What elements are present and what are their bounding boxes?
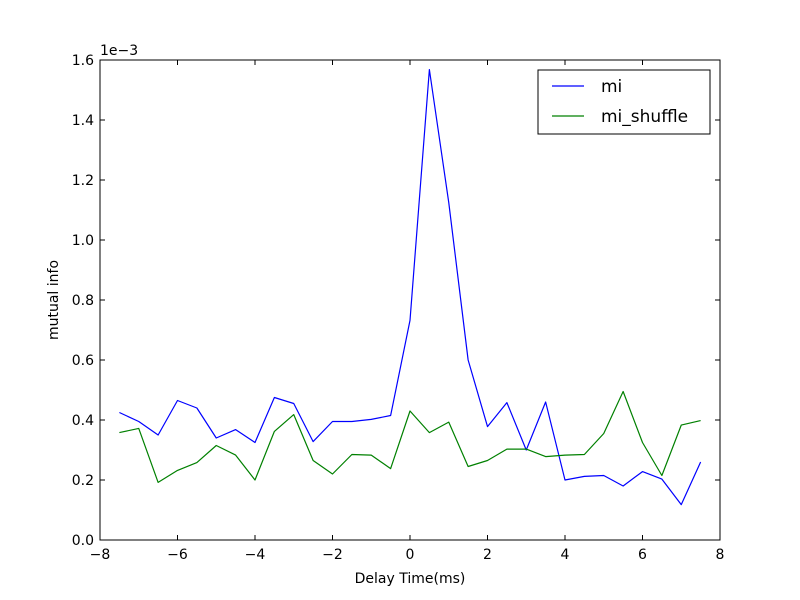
x-tick-label: −2 [322, 547, 343, 563]
x-tick-label: −8 [90, 547, 111, 563]
y-tick-labels: 0.0 0.2 0.4 0.6 0.8 1.0 1.2 1.4 1.6 [72, 53, 94, 549]
plot-frame [99, 59, 721, 541]
x-tick-label: 0 [406, 547, 415, 563]
y-tick-label: 0.2 [72, 473, 94, 489]
y-offset-label: 1e−3 [100, 43, 138, 59]
y-tick-label: 1.0 [72, 233, 94, 249]
y-tick-label: 0.8 [72, 293, 94, 309]
x-tick-label: 4 [561, 547, 570, 563]
y-axis-label: mutual info [46, 260, 62, 340]
x-tick-label: 2 [483, 547, 492, 563]
legend-box [537, 69, 711, 135]
y-tick-label: 1.2 [72, 173, 94, 189]
legend-label-mi-shuffle: mi_shuffle [601, 107, 688, 127]
x-tick-label: −4 [245, 547, 266, 563]
y-tick-label: 0.6 [72, 353, 94, 369]
plot-lines [119, 68, 702, 506]
y-tick-label: 1.4 [72, 113, 94, 129]
series-line-mi [119, 68, 702, 506]
x-tick-label: 8 [716, 547, 725, 563]
y-tick-label: 0.0 [72, 533, 94, 549]
y-tick-label: 1.6 [72, 53, 94, 69]
x-axis-label: Delay Time(ms) [355, 571, 466, 587]
x-tick-label: −6 [167, 547, 188, 563]
x-tick-label: 6 [638, 547, 647, 563]
y-tick-label: 0.4 [72, 413, 94, 429]
legend: mi mi_shuffle [537, 69, 711, 135]
series-line-mi-shuffle [119, 390, 701, 483]
x-tick-labels: −8 −6 −4 −2 0 2 4 6 8 [90, 547, 725, 563]
legend-label-mi: mi [601, 77, 622, 97]
